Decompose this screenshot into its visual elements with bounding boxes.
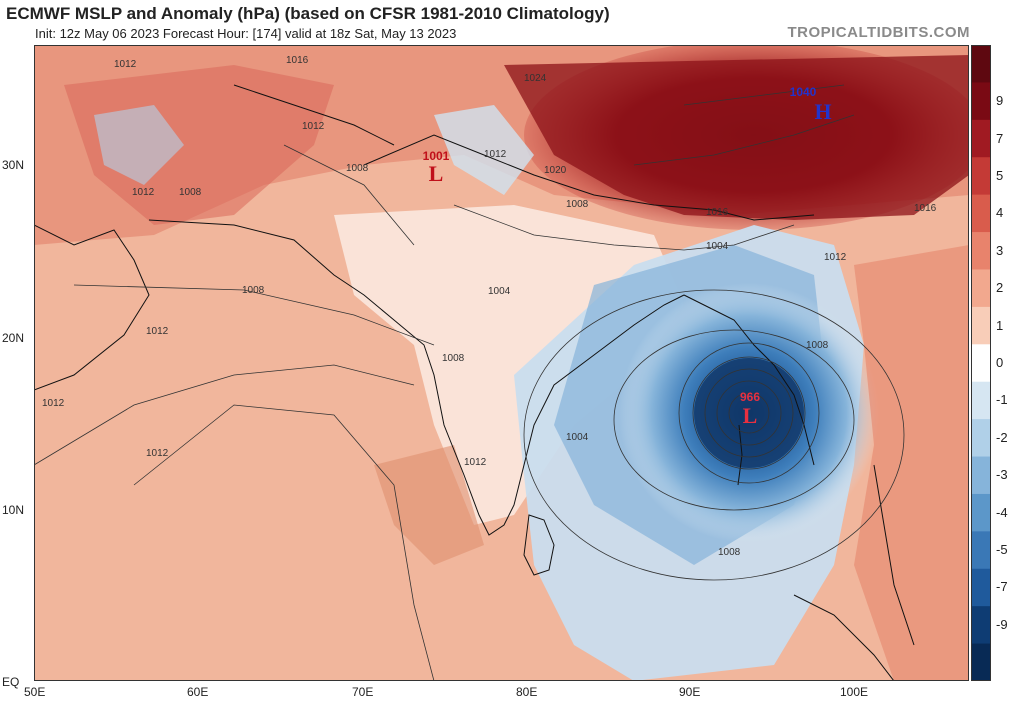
low-center-marker: L [743, 403, 758, 428]
isobar-label: 1016 [286, 55, 309, 66]
isobar-label: 1004 [706, 241, 729, 252]
lon-label-60e: 60E [187, 685, 209, 699]
lon-label-90e: 90E [679, 685, 701, 699]
isobar-label: 1012 [146, 326, 169, 337]
high-center-value: 1040 [790, 85, 817, 99]
colorbar-segment [971, 269, 991, 308]
isobar-label: 1024 [524, 73, 547, 84]
isobar-label: 1012 [132, 187, 155, 198]
colorbar-tick-label: 3 [996, 242, 1004, 258]
isobar-label: 1012 [146, 448, 169, 459]
low-center-966: 966 L [740, 390, 760, 428]
isobar-label: 1008 [442, 353, 465, 364]
colorbar-tick-label: 2 [996, 280, 1004, 296]
lon-label-50e: 50E [24, 685, 46, 699]
isobar-label: 1008 [242, 285, 265, 296]
high-center-marker: H [814, 99, 831, 124]
coastlines [34, 84, 915, 681]
isobar-label: 1008 [718, 547, 741, 558]
isobar-label: 1016 [706, 207, 729, 218]
isobar-label: 1012 [484, 149, 507, 160]
colorbar-tick-label: -2 [996, 429, 1008, 445]
colorbar-tick-label: 1 [996, 317, 1004, 333]
colorbar-segment [971, 344, 991, 383]
low-center-marker: L [429, 161, 444, 186]
colorbar-tick-label: 0 [996, 355, 1004, 370]
colorbar-segment [971, 419, 991, 458]
isobar-label: 1008 [806, 340, 829, 351]
isobar-label: 1008 [346, 163, 369, 174]
colorbar-segment [971, 45, 991, 83]
colorbar-segment [971, 82, 991, 121]
high-center-1040: 1040 H [790, 85, 832, 124]
colorbar-tick-label: -5 [996, 542, 1008, 558]
colorbar-segment [971, 531, 991, 570]
lat-label-30n: 30N [2, 158, 25, 172]
site-watermark: TROPICALTIDBITS.COM [787, 24, 970, 41]
isobar-label: 1012 [302, 121, 325, 132]
anomaly-colorbar [971, 45, 991, 681]
map-panel: 1012 1016 1012 1008 1012 1008 1012 1024 … [34, 45, 969, 681]
isobar-label: 1020 [544, 165, 567, 176]
map-title: ECMWF MSLP and Anomaly (hPa) (based on C… [6, 4, 610, 23]
colorbar-tick-label: 9 [996, 93, 1004, 109]
lon-label-70e: 70E [352, 685, 374, 699]
colorbar-segment [971, 119, 991, 158]
low-center-value: 966 [740, 390, 760, 404]
colorbar-segment [971, 381, 991, 420]
lat-label-eq: EQ [2, 675, 20, 689]
colorbar-segment [971, 157, 991, 196]
colorbar-segment [971, 456, 991, 495]
colorbar-segment [971, 194, 991, 233]
isobars [34, 84, 905, 681]
low-center-1001: 1001 L [423, 149, 450, 186]
isobar-label: 1012 [824, 252, 847, 263]
lat-label-10n: 10N [2, 503, 25, 517]
isobar-label: 1012 [114, 59, 137, 70]
colorbar-tick-label: 5 [996, 167, 1004, 183]
isobar-label: 1004 [566, 432, 589, 443]
lon-label-100e: 100E [840, 685, 869, 699]
colorbar-border [971, 45, 991, 681]
isobar-label: 1008 [179, 187, 202, 198]
isobar-label: 1004 [488, 286, 511, 297]
colorbar-tick-label: 4 [996, 205, 1004, 221]
colorbar-tick-label: -1 [996, 392, 1008, 408]
colorbar-tick-label: -9 [996, 616, 1008, 632]
isobar-labels: 1012 1016 1012 1008 1012 1008 1012 1024 … [42, 55, 937, 558]
colorbar-segment [971, 232, 991, 270]
map-border [34, 45, 969, 681]
colorbar-tick-label: -4 [996, 504, 1008, 520]
anomaly-map: 1012 1016 1012 1008 1012 1008 1012 1024 … [34, 45, 969, 681]
colorbar-tick-label: -3 [996, 467, 1008, 483]
colorbar-segment [971, 643, 991, 681]
map-subtitle: Init: 12z May 06 2023 Forecast Hour: [17… [35, 26, 457, 41]
lat-label-20n: 20N [2, 331, 25, 345]
colorbar-segment [971, 306, 991, 345]
isobar-label: 1016 [914, 203, 937, 214]
colorbar-segment [971, 493, 991, 532]
low-center-value: 1001 [423, 149, 450, 163]
isobar-label: 1012 [464, 457, 487, 468]
isobar-label: 1008 [566, 199, 589, 210]
colorbar-tick-label: -7 [996, 579, 1008, 595]
colorbar-segment [971, 568, 991, 607]
lon-label-80e: 80E [516, 685, 538, 699]
colorbar-segment [971, 606, 991, 645]
isobar-label: 1012 [42, 398, 65, 409]
colorbar-tick-label: 7 [996, 130, 1004, 146]
